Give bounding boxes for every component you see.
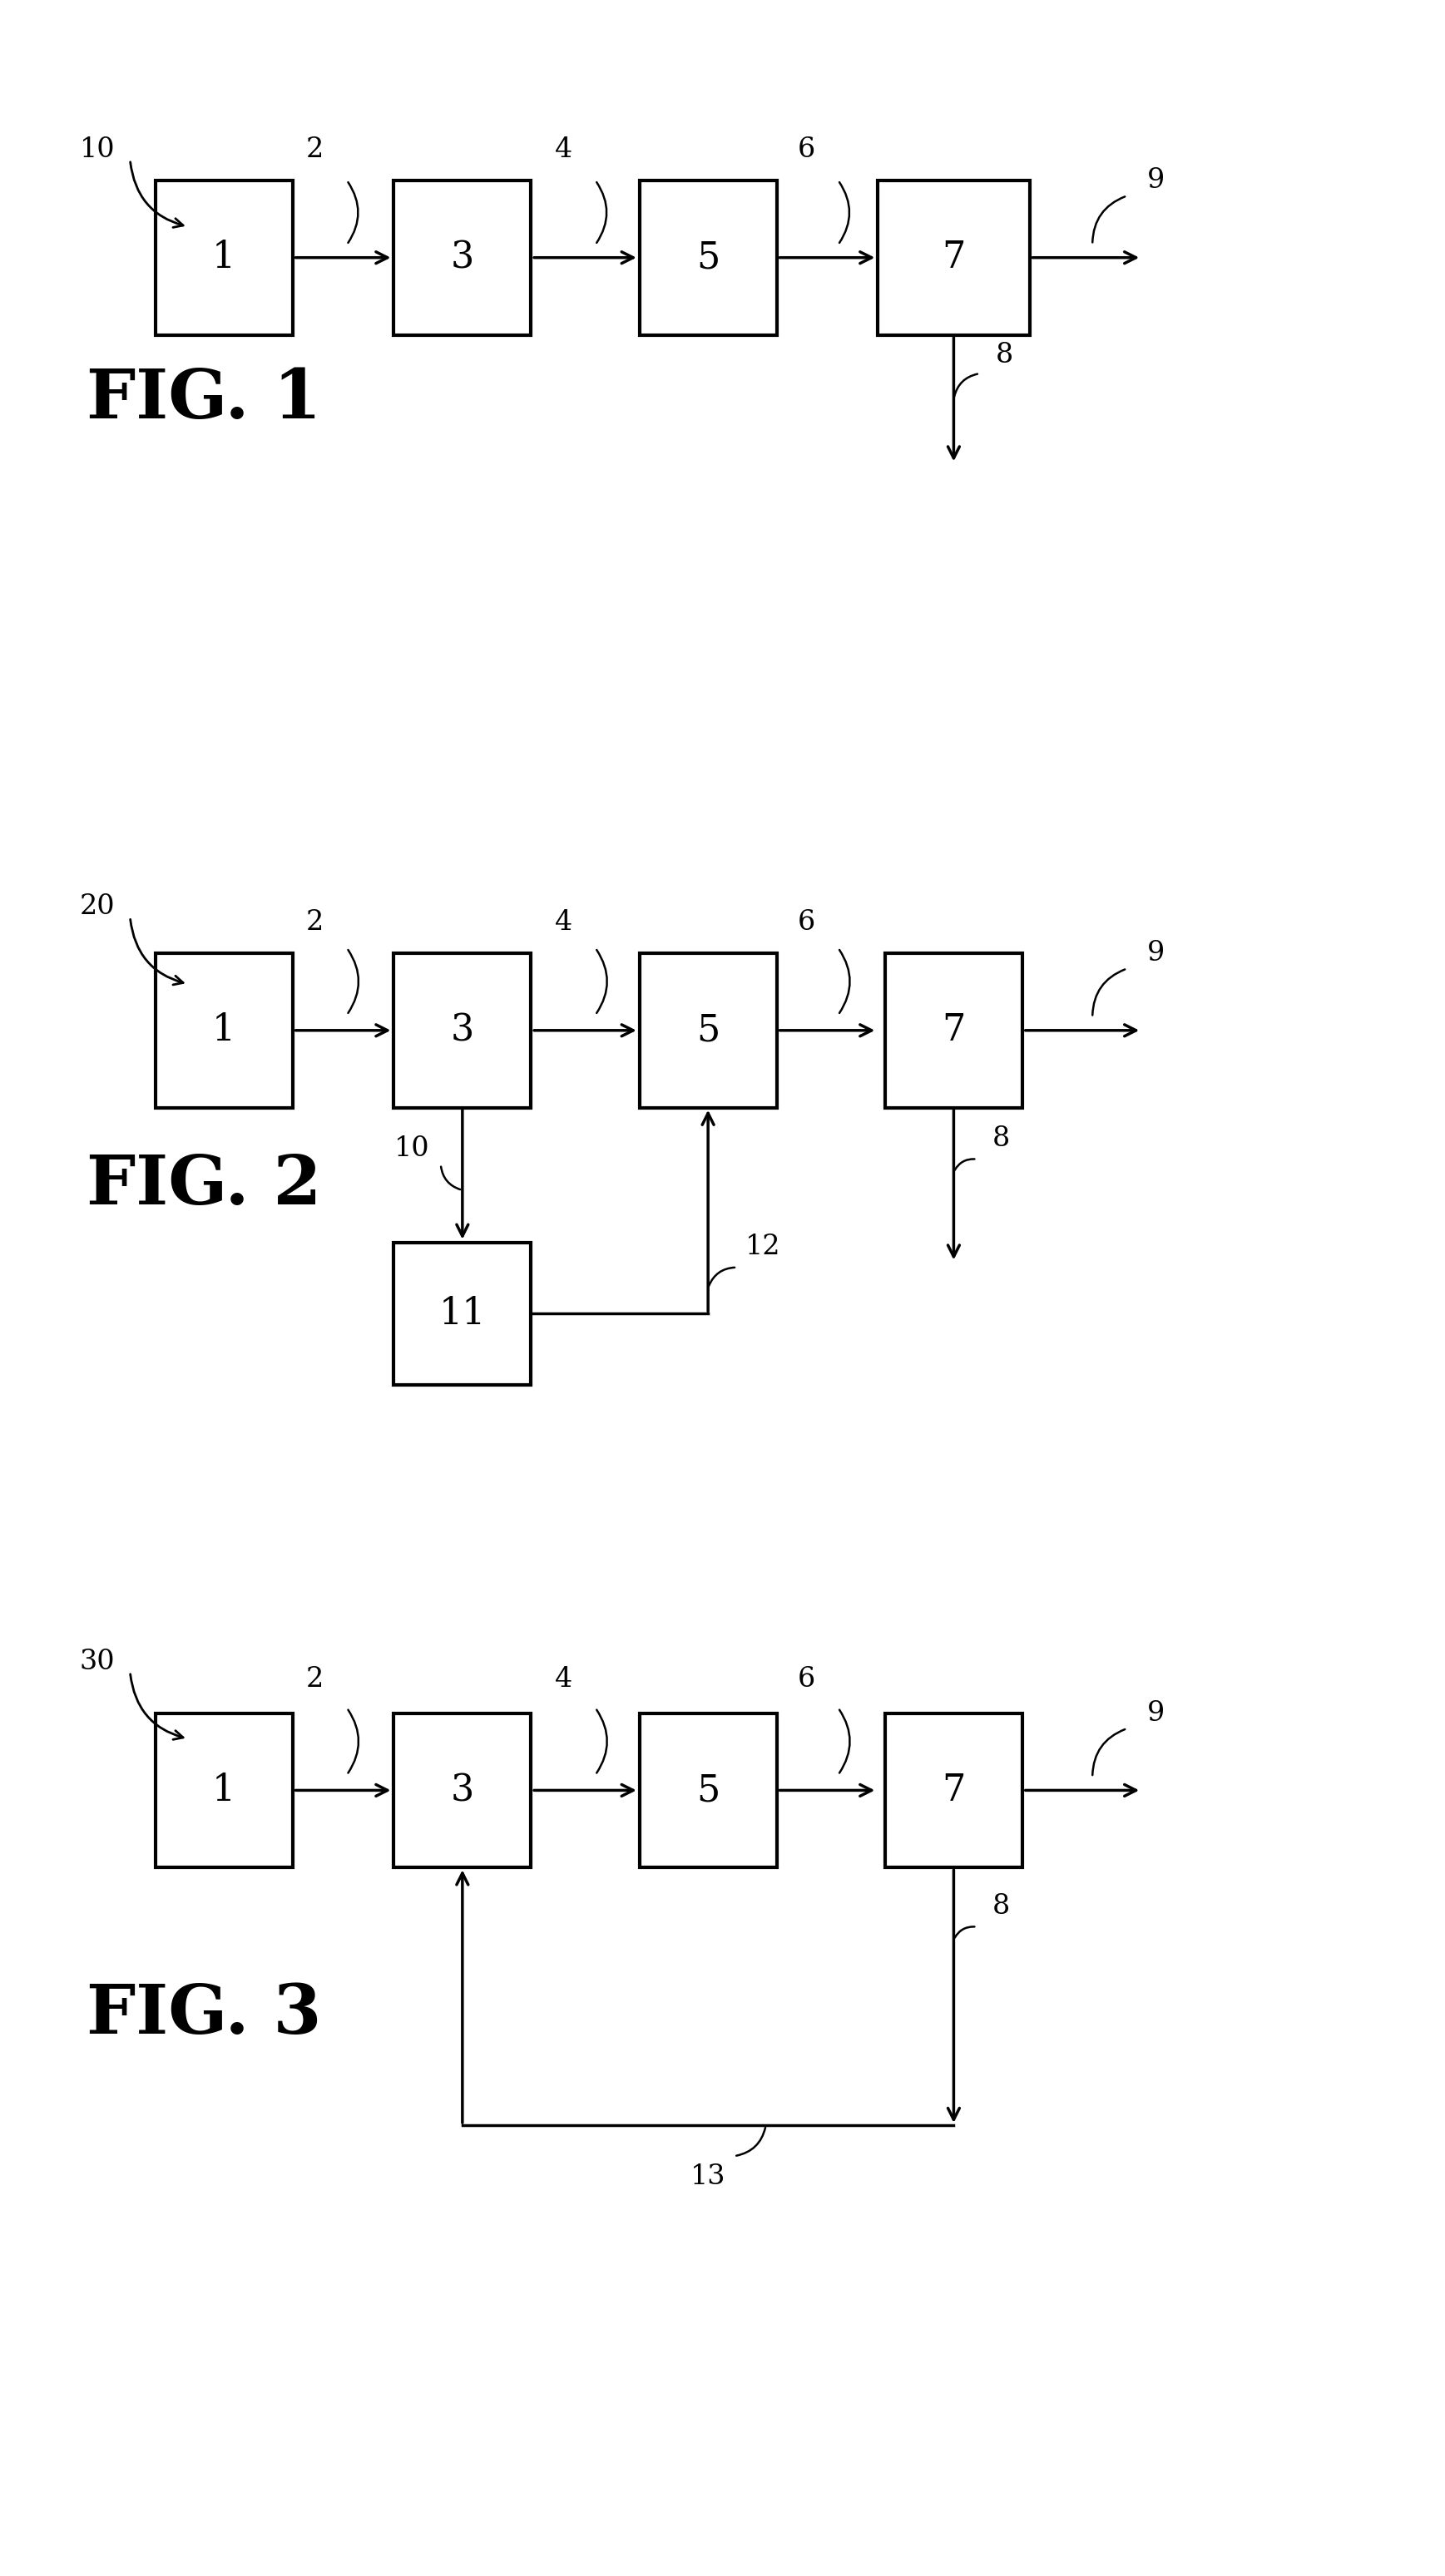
Text: 4: 4 (555, 1667, 572, 1692)
Text: 7: 7 (942, 240, 965, 276)
Text: 11: 11 (439, 1296, 486, 1332)
Text: 3: 3 (451, 1012, 474, 1048)
Text: 1: 1 (212, 240, 236, 276)
Text: 6: 6 (798, 1667, 815, 1692)
Text: 2: 2 (306, 909, 324, 935)
Text: FIG. 2: FIG. 2 (87, 1151, 322, 1218)
Text: 5: 5 (696, 240, 720, 276)
Bar (393, 1713, 532, 1868)
Text: 8: 8 (993, 1893, 1010, 1919)
Text: 3: 3 (451, 1772, 474, 1808)
Text: 20: 20 (79, 894, 116, 920)
Text: 9: 9 (1147, 1700, 1165, 1726)
Text: 7: 7 (942, 1772, 965, 1808)
Text: 4: 4 (555, 137, 572, 162)
Bar (640, 1713, 777, 1868)
Bar (879, 180, 1029, 335)
Text: 9: 9 (1147, 167, 1165, 193)
Text: 5: 5 (696, 1772, 720, 1808)
Text: FIG. 3: FIG. 3 (87, 1981, 322, 2048)
Bar (886, 1713, 1023, 1868)
Bar (156, 1713, 292, 1868)
Text: 1: 1 (212, 1012, 236, 1048)
Text: 12: 12 (746, 1234, 780, 1260)
Bar (640, 180, 777, 335)
Text: 10: 10 (79, 137, 116, 162)
Text: 6: 6 (798, 137, 815, 162)
Text: 30: 30 (79, 1649, 116, 1674)
Bar (393, 1244, 532, 1386)
Text: 13: 13 (691, 2164, 725, 2190)
Text: 10: 10 (394, 1136, 429, 1162)
Bar (640, 953, 777, 1108)
Text: FIG. 1: FIG. 1 (87, 366, 322, 433)
Bar (156, 180, 292, 335)
Bar (886, 953, 1023, 1108)
Bar (156, 953, 292, 1108)
Text: 6: 6 (798, 909, 815, 935)
Text: 4: 4 (555, 909, 572, 935)
Text: 5: 5 (696, 1012, 720, 1048)
Text: 2: 2 (306, 137, 324, 162)
Text: 1: 1 (212, 1772, 236, 1808)
Text: 7: 7 (942, 1012, 965, 1048)
Bar (393, 953, 532, 1108)
Text: 9: 9 (1147, 940, 1165, 966)
Text: 8: 8 (996, 343, 1013, 368)
Bar (393, 180, 532, 335)
Text: 8: 8 (993, 1126, 1010, 1151)
Text: 2: 2 (306, 1667, 324, 1692)
Text: 3: 3 (451, 240, 474, 276)
